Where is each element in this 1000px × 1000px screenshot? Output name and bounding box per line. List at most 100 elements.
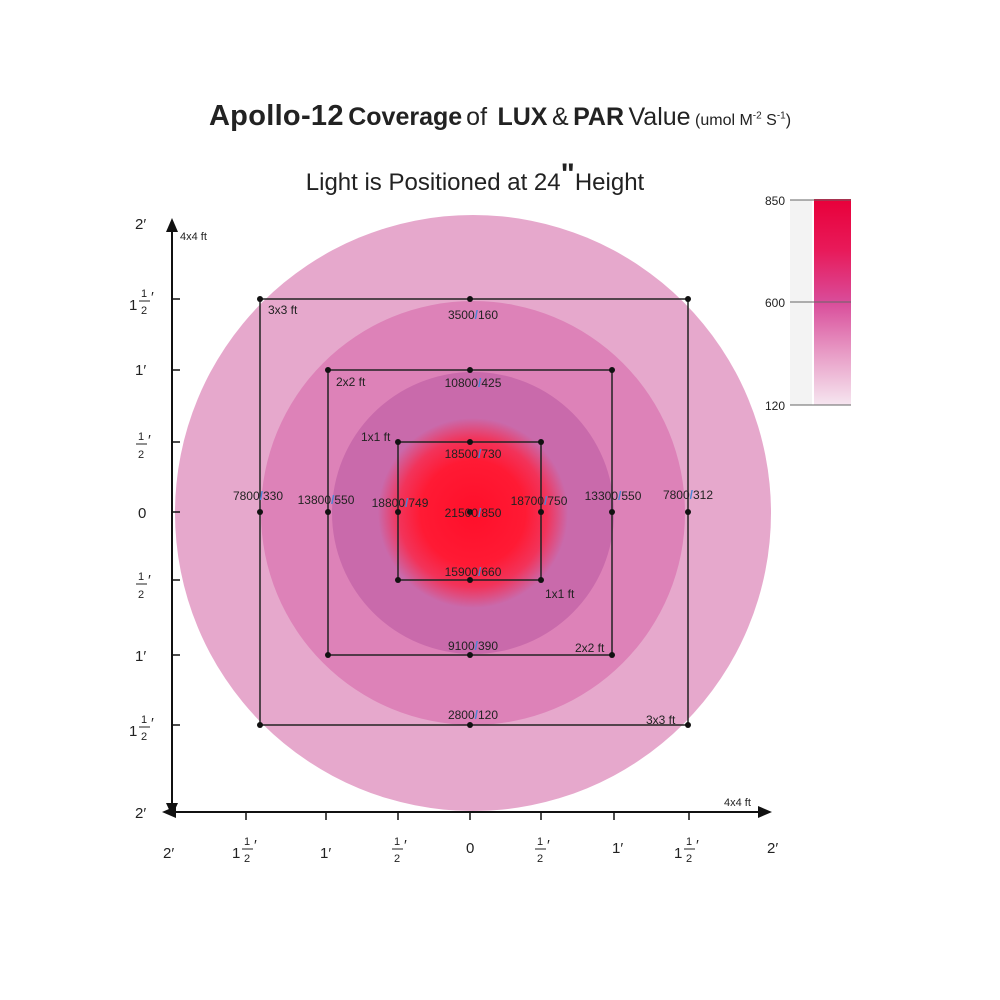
reading-left3-slash: / — [260, 489, 264, 503]
zone-core-circle — [378, 418, 568, 608]
svg-text:1: 1 — [232, 845, 240, 862]
reading-left2-par: 550 — [334, 493, 354, 507]
svg-text:1: 1 — [141, 714, 147, 726]
y-axis-title: 4x4 ft — [180, 231, 207, 243]
title-value: Value — [628, 103, 691, 131]
x-tick-half-left: 1 2 ′ — [392, 836, 407, 865]
subtitle-prefix: Light is Positioned at 24 — [305, 169, 561, 196]
reading-right2-par: 550 — [621, 489, 641, 503]
svg-text:1: 1 — [138, 571, 144, 583]
reading-top3-lux: 3500 — [448, 308, 475, 322]
reading-bottom3-slash: / — [475, 708, 479, 722]
reading-bottom2: 9100/390 — [448, 639, 498, 653]
svg-text:2: 2 — [138, 449, 144, 461]
svg-text:′: ′ — [254, 837, 257, 854]
reading-top3-slash: / — [475, 308, 479, 322]
y-tick-half-top: 1 2 ′ — [136, 431, 151, 461]
svg-text:1: 1 — [394, 836, 400, 848]
y-tick-half-bottom: 1 2 ′ — [136, 571, 151, 601]
svg-text:2: 2 — [141, 731, 147, 743]
svg-text:′: ′ — [148, 572, 151, 589]
reading-bottom3: 2800/120 — [448, 708, 498, 722]
reading-left3: 7800/330 — [233, 489, 283, 503]
svg-text:2: 2 — [138, 589, 144, 601]
reading-right2: 13300/550 — [585, 489, 642, 503]
reading-left1-slash: / — [405, 496, 409, 510]
zone-label-2x2-bottom: 2x2 ft — [575, 641, 605, 655]
y-tick-bottom: 2′ — [135, 805, 146, 822]
zone-label-3x3-bottom: 3x3 ft — [646, 713, 676, 727]
reading-top3: 3500/160 — [448, 308, 498, 322]
x-tick-half-right: 1 2 ′ — [535, 836, 550, 865]
reading-top2-lux: 10800 — [445, 376, 479, 390]
legend: 850 600 120 — [765, 194, 851, 413]
zone-label-3x3-top: 3x3 ft — [268, 303, 298, 317]
y-tick-1half-bottom: 1 1 2 ′ — [129, 714, 154, 743]
reading-top1-par: 730 — [481, 447, 501, 461]
reading-center-lux: 21500 — [445, 506, 479, 520]
x-tick-1-left: 1′ — [320, 845, 331, 862]
legend-max-label: 850 — [765, 194, 785, 208]
reading-top1-slash: / — [478, 447, 482, 461]
reading-right3: 7800/312 — [663, 488, 713, 502]
svg-text:2: 2 — [141, 305, 147, 317]
svg-text:′: ′ — [151, 289, 154, 306]
reading-bottom1-par: 660 — [481, 565, 501, 579]
reading-top3-par: 160 — [478, 308, 498, 322]
reading-right2-slash: / — [618, 489, 622, 503]
y-tick-top: 2′ — [135, 216, 146, 233]
reading-bottom3-lux: 2800 — [448, 708, 475, 722]
reading-left3-lux: 7800 — [233, 489, 260, 503]
reading-center: 21500/850 — [445, 506, 502, 520]
reading-right3-par: 312 — [693, 488, 713, 502]
svg-text:2: 2 — [244, 853, 250, 865]
svg-text:′: ′ — [148, 432, 151, 449]
x-axis-title: 4x4 ft — [724, 797, 751, 809]
svg-text:′: ′ — [151, 715, 154, 732]
readings-layer: 3500/16010800/42518500/73021500/85015900… — [233, 308, 713, 722]
y-tick-1-top: 1′ — [135, 362, 146, 379]
reading-top2-par: 425 — [481, 376, 501, 390]
svg-text:2: 2 — [686, 853, 692, 865]
reading-left3-par: 330 — [263, 489, 283, 503]
subtitle-suffix: Height — [574, 169, 645, 196]
title-amp: & — [551, 103, 569, 131]
reading-right3-slash: / — [690, 488, 694, 502]
reading-center-slash: / — [478, 506, 482, 520]
subtitle-quote: " — [560, 158, 575, 191]
reading-left2-lux: 13800 — [298, 493, 332, 507]
reading-bottom2-lux: 9100 — [448, 639, 475, 653]
svg-text:1: 1 — [129, 297, 137, 314]
y-tick-1-bottom: 1′ — [135, 648, 146, 665]
reading-right1-lux: 18700 — [511, 494, 545, 508]
zone-label-1x1-bottom: 1x1 ft — [545, 587, 575, 601]
svg-text:′: ′ — [696, 837, 699, 854]
x-tick-1-right: 1′ — [612, 840, 623, 857]
svg-text:1: 1 — [141, 288, 147, 300]
reading-center-par: 850 — [481, 506, 501, 520]
reading-right1: 18700/750 — [511, 494, 568, 508]
svg-text:1: 1 — [674, 845, 682, 862]
svg-text:1: 1 — [537, 836, 543, 848]
svg-text:1: 1 — [138, 431, 144, 443]
title-coverage: Coverage — [348, 103, 463, 131]
reading-bottom1: 15900/660 — [445, 565, 502, 579]
reading-right1-par: 750 — [547, 494, 567, 508]
reading-left2-slash: / — [331, 493, 335, 507]
svg-text:2: 2 — [537, 853, 543, 865]
x-axis-arrow-right-icon — [758, 806, 772, 818]
reading-right1-slash: / — [544, 494, 548, 508]
reading-bottom2-slash: / — [475, 639, 479, 653]
y-tick-zero: 0 — [138, 505, 146, 522]
reading-left1-lux: 18800 — [372, 496, 406, 510]
reading-bottom3-par: 120 — [478, 708, 498, 722]
reading-top1: 18500/730 — [445, 447, 502, 461]
svg-text:′: ′ — [404, 837, 407, 854]
svg-text:2: 2 — [394, 853, 400, 865]
title-unit: (umol M-2 S-1) — [695, 110, 792, 129]
reading-top1-lux: 18500 — [445, 447, 479, 461]
y-axis-arrow-top-icon — [166, 218, 178, 232]
measurement-points — [257, 296, 691, 728]
x-tick-left: 2′ — [163, 845, 174, 862]
